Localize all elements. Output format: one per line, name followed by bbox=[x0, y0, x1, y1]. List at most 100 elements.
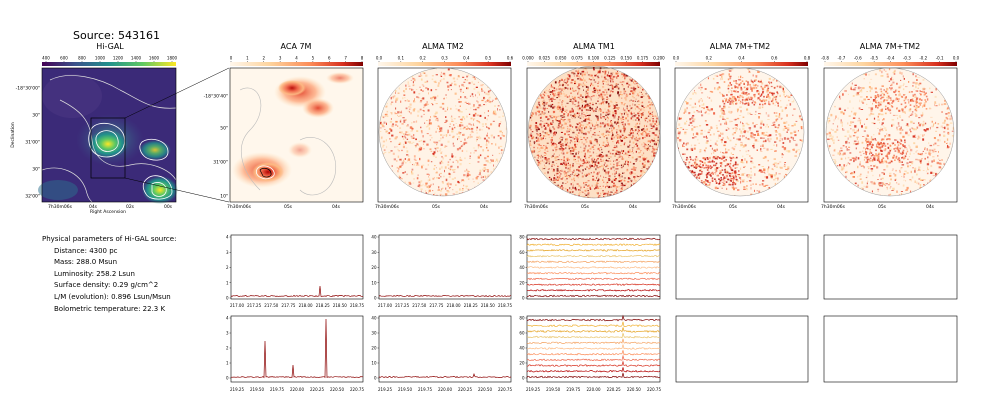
colorbar-tick-label: 1000 bbox=[95, 56, 106, 61]
spectrum-x-tick-label: 220.25 bbox=[458, 387, 472, 392]
7m-tm2-b-map bbox=[823, 67, 958, 203]
colorbar-tick-label: -0.7 bbox=[837, 56, 845, 61]
spectrum-x-tick-label: 218.25 bbox=[316, 303, 330, 308]
higal-y-tick-label: 32'00" bbox=[25, 194, 40, 200]
spectrum-panel-tm1-row1 bbox=[526, 234, 661, 300]
spectrum-x-tick-label: 219.75 bbox=[566, 387, 580, 392]
colorbar-tick-label: 6 bbox=[328, 56, 331, 61]
map-x-tick-label: 7h30m06s bbox=[821, 204, 846, 210]
spectrum-y-tick-label: 40 bbox=[371, 235, 377, 240]
higal-x-ticks: 7h30m06s 04s 02s 00s bbox=[48, 204, 173, 210]
spectrum-y-tick-label: 1 bbox=[226, 361, 229, 366]
7m-tm2-b-colorbar-ticks: -0.8 -0.7 -0.6 -0.5 -0.4 -0.3 -0.2 -0.1 0.0 bbox=[821, 56, 960, 62]
map-title-tm2: ALMA TM2 bbox=[422, 42, 464, 51]
higal-colorbar-ticks: 400 600 800 1000 1200 1400 1600 1800 bbox=[42, 56, 178, 62]
colorbar-tick-label: 0.050 bbox=[555, 56, 567, 61]
map-title-7m-tm2-a: ALMA 7M+TM2 bbox=[710, 42, 770, 51]
map-x-tick-label: 05s bbox=[284, 204, 293, 210]
aca7m-y-tick-label: 31'00" bbox=[213, 160, 228, 166]
aca7m-map bbox=[229, 67, 364, 203]
spectrum-y-tick-label: 30 bbox=[371, 331, 377, 336]
colorbar-tick-label: 0.3 bbox=[441, 56, 448, 61]
spectrum-y-tick-label: 40 bbox=[519, 346, 525, 351]
param-tbol: Bolometric temperature: 22.3 K bbox=[54, 304, 166, 313]
colorbar-tick-label: 0.200 bbox=[653, 56, 665, 61]
spectrum-y-tick-label: 0 bbox=[522, 376, 525, 381]
param-surface-density: Surface density: 0.29 g/cm^2 bbox=[54, 281, 159, 290]
spectrum-x-tick-label: 219.75 bbox=[418, 387, 432, 392]
spectrum-x-tick-label: 220.00 bbox=[290, 387, 304, 392]
colorbar-tick-label: 0.5 bbox=[485, 56, 492, 61]
higal-x-tick-label: 04s bbox=[89, 204, 98, 210]
aca7m-colorbar-ticks: 0 1 2 3 4 5 6 7 8 bbox=[230, 56, 364, 62]
colorbar-tick-label: 0.6 bbox=[507, 56, 514, 61]
colorbar-tick-label: -0.5 bbox=[870, 56, 878, 61]
map-x-tick-label: 05s bbox=[729, 204, 738, 210]
colorbar-tick-label: 0.8 bbox=[804, 56, 811, 61]
colorbar-tick-label: 0.075 bbox=[571, 56, 583, 61]
colorbar-tick-label: 0.4 bbox=[738, 56, 745, 61]
colorbar-tick-label: 0.0 bbox=[953, 56, 960, 61]
tm1-colorbar-ticks: 0.000 0.025 0.050 0.075 0.100 0.125 0.150 0.175… bbox=[522, 56, 665, 62]
spectrum-tm2-row2-y-ticks: 0 10 20 30 40 bbox=[371, 316, 379, 381]
spectrum-tm1-row2-y-ticks: 0 20 40 60 80 bbox=[519, 316, 527, 381]
colorbar-tick-label: 0.1 bbox=[398, 56, 405, 61]
spectrum-x-tick-label: 217.50 bbox=[412, 303, 426, 308]
colorbar-tick-label: 4 bbox=[295, 56, 298, 61]
tm1-map bbox=[526, 66, 661, 203]
spectrum-y-tick-label: 3 bbox=[226, 250, 229, 255]
map-x-tick-label: 04s bbox=[480, 204, 489, 210]
colorbar-tick-label: 0.2 bbox=[419, 56, 426, 61]
colorbar-tick-label: 0 bbox=[230, 56, 233, 61]
spectrum-x-tick-label: 219.25 bbox=[230, 387, 244, 392]
aca7m-y-tick-label: 10" bbox=[220, 194, 228, 200]
colorbar-tick-label: 600 bbox=[60, 56, 68, 61]
spectrum-x-tick-label: 218.50 bbox=[333, 303, 347, 308]
spectrum-x-tick-label: 220.50 bbox=[330, 387, 344, 392]
spectrum-x-tick-label: 218.00 bbox=[299, 303, 313, 308]
spectrum-x-tick-label: 220.25 bbox=[607, 387, 621, 392]
colorbar-tick-label: -0.2 bbox=[919, 56, 927, 61]
spectrum-x-tick-label: 220.75 bbox=[350, 387, 364, 392]
spectrum-tm1-row2-x-ticks: 219.25 219.50 219.75 220.00 220.25 220.50 220.… bbox=[526, 387, 661, 392]
spectrum-x-tick-label: 217.25 bbox=[247, 303, 261, 308]
aca7m-colorbar bbox=[230, 62, 363, 66]
colorbar-tick-label: -0.1 bbox=[936, 56, 944, 61]
spectrum-y-tick-label: 40 bbox=[371, 316, 377, 321]
higal-ylabel: Declination bbox=[10, 122, 16, 148]
tm1-colorbar bbox=[527, 62, 660, 66]
colorbar-tick-label: 0.0 bbox=[673, 56, 680, 61]
spectrum-x-tick-label: 220.50 bbox=[478, 387, 492, 392]
map-x-tick-label: 05s bbox=[432, 204, 441, 210]
colorbar-tick-label: 5 bbox=[312, 56, 315, 61]
spectrum-panel-tm2-row1 bbox=[378, 234, 512, 300]
colorbar-tick-label: 0.2 bbox=[706, 56, 713, 61]
colorbar-tick-label: 0.175 bbox=[637, 56, 649, 61]
7m-tm2-b-x-ticks: 7h30m06s 05s 04s bbox=[821, 204, 935, 210]
higal-y-ticks: -18°30'00" 30" 31'00" 30" 32'00" bbox=[16, 86, 40, 200]
spectrum-x-tick-label: 218.75 bbox=[498, 303, 512, 308]
spectrum-y-tick-label: 2 bbox=[226, 346, 229, 351]
spectrum-x-tick-label: 220.75 bbox=[647, 387, 661, 392]
map-title-7m-tm2-b: ALMA 7M+TM2 bbox=[860, 42, 920, 51]
map-x-tick-label: 05s bbox=[878, 204, 887, 210]
spectrum-x-tick-label: 219.75 bbox=[270, 387, 284, 392]
spectrum-x-tick-label: 219.50 bbox=[250, 387, 264, 392]
spectrum-x-tick-label: 217.75 bbox=[281, 303, 295, 308]
colorbar-tick-label: 0.100 bbox=[588, 56, 600, 61]
higal-colorbar bbox=[42, 62, 176, 66]
colorbar-tick-label: 2 bbox=[262, 56, 265, 61]
higal-x-tick-label: 00s bbox=[164, 204, 173, 210]
colorbar-tick-label: 0.150 bbox=[621, 56, 633, 61]
map-x-tick-label: 7h30m06s bbox=[524, 204, 549, 210]
colorbar-tick-label: 0.125 bbox=[604, 56, 616, 61]
colorbar-tick-label: 1200 bbox=[113, 56, 124, 61]
spectrum-aca7m-row1-x-ticks: 217.00 217.25 217.50 217.75 218.00 218.25 218.… bbox=[230, 303, 364, 308]
spectrum-tm1-row1-y-ticks: 0 20 40 60 80 bbox=[519, 235, 527, 301]
7m-tm2-a-colorbar bbox=[675, 62, 808, 66]
spectrum-x-tick-label: 220.75 bbox=[498, 387, 512, 392]
spectrum-x-tick-label: 220.00 bbox=[587, 387, 601, 392]
map-title-tm1: ALMA TM1 bbox=[573, 42, 615, 51]
empty-panel-7m-tm2-a-row2 bbox=[675, 315, 809, 383]
